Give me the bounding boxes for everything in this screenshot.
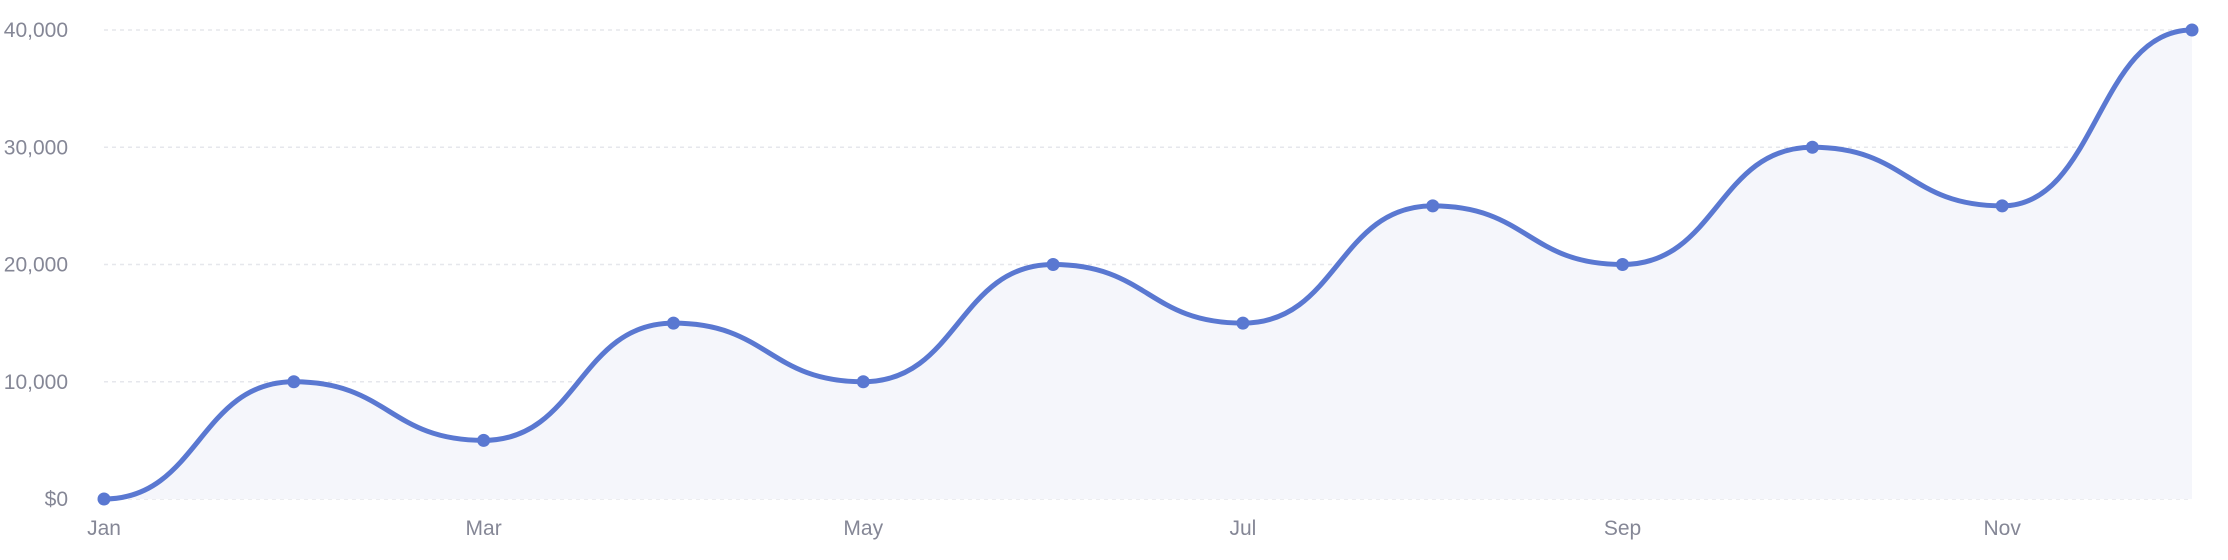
data-points bbox=[97, 23, 2199, 506]
data-point bbox=[1236, 316, 1250, 330]
data-point bbox=[1995, 199, 2009, 213]
y-tick-label: 40,000 bbox=[4, 19, 68, 42]
y-tick-label: 30,000 bbox=[4, 136, 68, 159]
data-point bbox=[1046, 258, 1060, 271]
data-point bbox=[97, 492, 111, 506]
series-path bbox=[101, 27, 2195, 502]
data-point bbox=[287, 375, 301, 389]
data-point bbox=[666, 316, 680, 330]
data-point bbox=[856, 375, 870, 389]
area-fill bbox=[104, 30, 2192, 499]
data-point bbox=[1616, 258, 1630, 271]
x-axis-ticks: Jan Mar May Jul Sep Nov bbox=[87, 517, 2021, 540]
y-tick-label: $0 bbox=[45, 488, 68, 511]
data-point bbox=[1805, 140, 1819, 154]
y-axis-ticks: $0 10,000 20,000 30,000 40,000 bbox=[4, 19, 68, 511]
x-tick-label: Jan bbox=[87, 517, 121, 540]
x-tick-label: Sep bbox=[1604, 517, 1641, 540]
x-tick-label: Jul bbox=[1229, 517, 1256, 540]
y-tick-label: 10,000 bbox=[4, 371, 68, 394]
x-tick-label: Mar bbox=[466, 517, 502, 540]
x-tick-label: Nov bbox=[1984, 517, 2022, 540]
series-area bbox=[104, 30, 2192, 499]
data-point bbox=[477, 433, 491, 447]
x-tick-label: May bbox=[843, 517, 883, 540]
y-tick-label: 20,000 bbox=[4, 254, 68, 277]
data-point bbox=[2185, 23, 2199, 37]
data-point bbox=[1426, 199, 1440, 213]
series-line bbox=[101, 27, 2195, 502]
